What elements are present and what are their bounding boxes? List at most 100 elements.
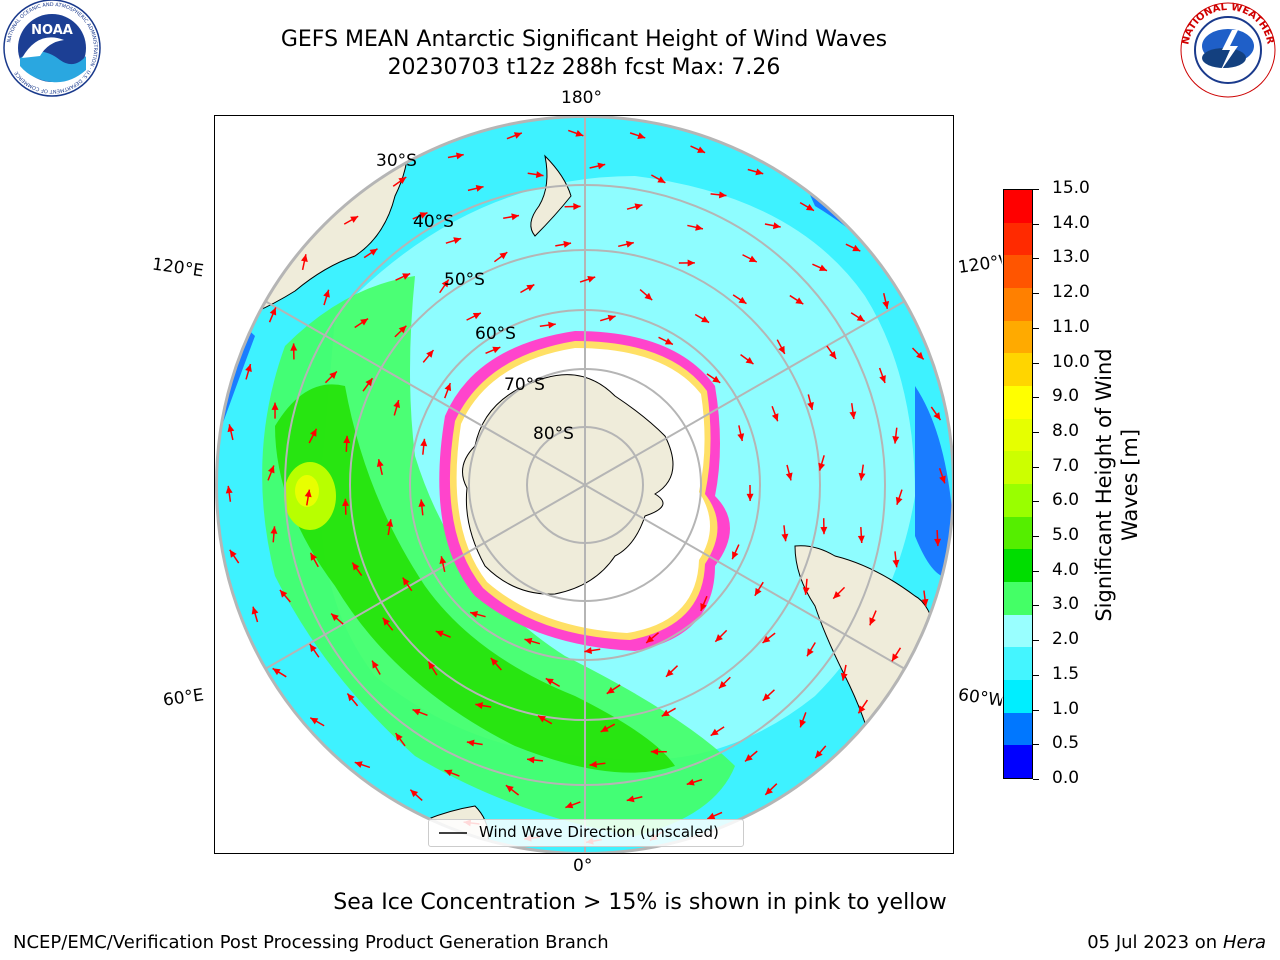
wave-arrow-head [354, 761, 363, 768]
wave-arrow-head [762, 693, 771, 701]
wave-arrow-head [625, 240, 634, 248]
wave-arrow-head [606, 686, 615, 694]
wave-arrow-head [869, 617, 876, 626]
wave-arrow-head [820, 526, 828, 535]
wave-arrow-head [765, 787, 773, 795]
wave-arrow-head [799, 719, 807, 728]
wave-arrow-head [858, 705, 866, 714]
wave-arrow-head [444, 383, 452, 392]
wave-arrow-head [806, 648, 814, 657]
noaa-logo: NOAA NATIONAL OCEANIC AND ATMOSPHERIC AD… [0, 0, 106, 100]
nws-logo: NATIONAL WEATHER SERVICE [1172, 0, 1280, 100]
wave-arrow-head [732, 551, 739, 560]
lon-label-top: 180° [561, 88, 602, 108]
wave-arrow-head [563, 240, 572, 248]
wave-arrow-head [710, 728, 719, 736]
wave-arrow-head [849, 411, 857, 420]
wave-arrow-head [347, 693, 355, 702]
wave-arrow-head [718, 191, 727, 199]
wave-arrow-head [589, 760, 598, 768]
wave-arrow-head [352, 562, 360, 571]
wave-arrow-head [718, 680, 727, 689]
wave-arrow-head [695, 223, 703, 231]
lat-label-80s: 80°S [533, 424, 574, 444]
colorbar-bin [1004, 680, 1032, 713]
colorbar-tick-label: 1.0 [1052, 698, 1080, 719]
lon-label-lower-left: 60°E [161, 685, 206, 711]
legend-label: Wind Wave Direction (unscaled) [479, 823, 719, 841]
lat-label-50s: 50°S [444, 270, 485, 290]
colorbar-tick-mark [1033, 293, 1039, 295]
wave-arrow-head [916, 351, 924, 360]
footer-date: 05 Jul 2023 on Hera [1087, 932, 1266, 953]
wave-arrow-head [466, 739, 475, 747]
footer-source: NCEP/EMC/Verification Post Processing Pr… [13, 932, 609, 953]
wave-arrow-head [665, 669, 674, 677]
wave-arrow-head [755, 168, 764, 176]
wave-arrow-head [795, 297, 804, 305]
wave-arrow-head [771, 413, 779, 422]
wave-arrow-head [707, 812, 716, 820]
colorbar [1003, 189, 1033, 779]
map-panel: Wind Wave Direction (unscaled) [214, 115, 954, 854]
wave-arrow-head [657, 176, 666, 183]
wave-arrow-head [858, 472, 866, 481]
wave-arrow-head [607, 314, 616, 322]
colorbar-tick-label: 10.0 [1052, 351, 1090, 372]
wave-arrow-head [428, 661, 436, 670]
colorbar-bin [1004, 222, 1032, 256]
colorbar-bin [1004, 582, 1032, 615]
polar-map [215, 116, 953, 853]
colorbar-tick-label: 7.0 [1052, 455, 1080, 476]
wave-arrow-head [833, 591, 841, 599]
wave-direction-arrows [225, 129, 946, 845]
wave-arrow-head [310, 428, 317, 437]
wave-arrow-head [229, 549, 237, 558]
madagascar-land [216, 765, 298, 837]
lon-label-upper-right: 120°W [956, 252, 1004, 278]
wave-arrow-head [511, 213, 519, 221]
wave-arrow-head [505, 785, 514, 793]
wave-arrow-head [829, 351, 837, 359]
wave-arrow-head [269, 307, 277, 316]
colorbar-tick-mark [1033, 640, 1039, 642]
wave-arrow-head [637, 132, 646, 139]
wave-arrow-head [382, 617, 390, 626]
wave-arrow-head [597, 162, 606, 170]
wave-arrow-head [939, 475, 946, 484]
wave-arrow-head [934, 538, 942, 547]
map-boundary [215, 116, 953, 853]
wave-arrow-head [807, 402, 814, 410]
colorbar-tick-mark [1033, 362, 1039, 364]
wave-arrow-head [748, 255, 757, 263]
wave-arrow-head [545, 678, 554, 686]
wave-arrow-head [331, 613, 339, 621]
wave-arrow-head [360, 318, 369, 326]
legend-line-icon [439, 832, 467, 834]
wave-arrow-head [584, 647, 593, 654]
colorbar-tick-mark [1033, 223, 1039, 225]
noaa-logo-text: NOAA [31, 23, 73, 38]
wave-arrow-head [818, 462, 826, 471]
wave-arrow-head [410, 789, 419, 798]
wave-arrow-head [272, 668, 281, 676]
wave-arrow-head [329, 371, 337, 379]
lat-label-60s: 60°S [475, 324, 516, 344]
wave-arrow-head [587, 275, 596, 283]
colorbar-tick-label: 3.0 [1052, 594, 1080, 615]
colorbar-bin [1004, 516, 1032, 550]
wave-arrow-head [524, 637, 533, 645]
wave-arrow-head [444, 769, 453, 777]
colorbar-tick-label: 13.0 [1052, 247, 1090, 268]
wave-arrow-head [492, 346, 501, 354]
wave-arrow-head [395, 733, 403, 741]
wave-arrow-head [376, 459, 384, 467]
wave-arrow-head [701, 315, 710, 323]
sea-ice-caption: Sea Ice Concentration > 15% is shown in … [333, 890, 947, 915]
wave-arrow-head [418, 499, 426, 507]
wave-arrow-head [785, 472, 793, 481]
wave-arrow-head [895, 496, 903, 505]
wave-arrow-head [343, 435, 351, 444]
wave-arrow-head [565, 801, 574, 809]
wave-arrow-head [891, 653, 899, 662]
